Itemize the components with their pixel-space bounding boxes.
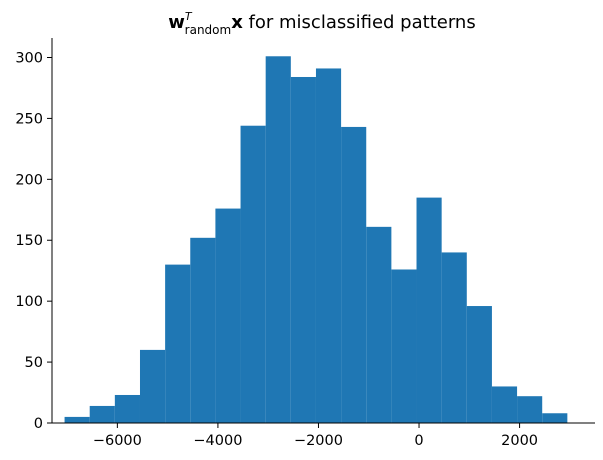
y-axis-ticks: 0 50 100 150 200 250 300 xyxy=(15,50,52,432)
histogram-bar-11 xyxy=(341,126,367,423)
title-vector-x: x xyxy=(231,12,243,33)
axes xyxy=(51,38,595,424)
histogram-bar-10 xyxy=(315,68,342,423)
histogram-bar-4 xyxy=(165,264,191,423)
histogram-bars xyxy=(64,56,568,424)
histogram-bar-9 xyxy=(290,76,316,424)
histogram-bar-3 xyxy=(139,349,166,423)
histogram-bar-5 xyxy=(190,237,216,423)
histogram-bar-17 xyxy=(491,386,518,423)
histogram-bar-14 xyxy=(416,197,442,423)
y-tick-label-1: 50 xyxy=(25,355,43,371)
y-tick-label-4: 200 xyxy=(15,172,43,188)
x-tick-label-2: −2000 xyxy=(294,433,343,449)
title-rest: for misclassified patterns xyxy=(243,12,476,33)
x-tick-label-4: 2000 xyxy=(501,433,538,449)
title-superscript: T xyxy=(185,10,193,23)
histogram-bar-6 xyxy=(215,208,241,423)
title-subscript: random xyxy=(185,23,232,37)
histogram-bar-13 xyxy=(391,269,417,423)
x-tick-label-0: −6000 xyxy=(93,433,142,449)
histogram-bar-0 xyxy=(64,416,90,423)
histogram-bar-15 xyxy=(441,252,467,423)
histogram-bar-12 xyxy=(366,226,392,423)
y-tick-label-3: 150 xyxy=(15,233,43,249)
y-tick-label-5: 250 xyxy=(15,111,43,127)
y-tick-label-0: 0 xyxy=(34,416,43,432)
x-tick-label-3: 0 xyxy=(414,433,423,449)
histogram-bar-16 xyxy=(466,306,492,423)
y-tick-label-6: 300 xyxy=(15,50,43,66)
histogram-bar-1 xyxy=(89,405,115,423)
histogram-bar-8 xyxy=(265,56,291,423)
histogram-bar-19 xyxy=(542,413,568,423)
chart-title: wT randomx for misclassified patterns xyxy=(168,10,475,37)
histogram-bar-18 xyxy=(517,396,543,423)
histogram-bar-2 xyxy=(114,394,140,423)
x-axis-ticks: −6000 −4000 −2000 0 2000 xyxy=(93,423,538,449)
x-tick-label-1: −4000 xyxy=(193,433,242,449)
histogram-bar-7 xyxy=(240,125,266,423)
y-tick-label-2: 100 xyxy=(15,294,43,310)
title-vector-w: w xyxy=(168,12,185,33)
